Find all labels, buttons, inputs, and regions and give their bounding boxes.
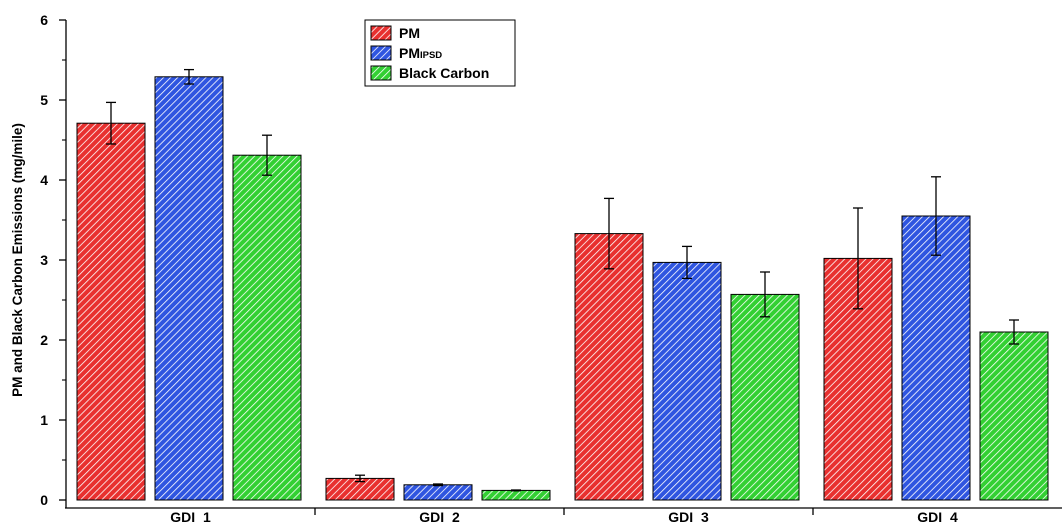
- error-bar-pmipsd-gdi_1: [184, 68, 194, 85]
- y-tick-label: 0: [40, 492, 48, 508]
- bar-pmipsd-gdi_2: [403, 484, 473, 501]
- bar-black-carbon-gdi_2: [481, 489, 551, 501]
- error-bar-black-carbon-gdi_4: [1009, 319, 1019, 345]
- legend-swatch-black-carbon: [370, 65, 392, 81]
- y-tick-label: 6: [40, 12, 48, 28]
- error-bar-pm-gdi_4: [853, 207, 863, 310]
- error-bar-black-carbon-gdi_3: [760, 271, 770, 318]
- bar-black-carbon-gdi_1: [232, 154, 302, 501]
- error-bar-pm-gdi_1: [106, 101, 116, 145]
- bar-pmipsd-gdi_3: [652, 261, 722, 501]
- legend-label-black-carbon: Black Carbon: [399, 65, 489, 81]
- legend-swatch-pm: [370, 25, 392, 41]
- bar-pm-gdi_1: [76, 122, 146, 501]
- y-tick-label: 4: [40, 172, 48, 188]
- error-bar-pm-gdi_3: [604, 197, 614, 270]
- bars-layer: [76, 76, 1049, 501]
- bar-black-carbon-gdi_3: [730, 293, 800, 501]
- x-tick-label-gdi_3: GDI_3: [668, 509, 709, 523]
- legend-swatch-pmipsd: [370, 45, 392, 61]
- error-bar-pmipsd-gdi_4: [931, 176, 941, 256]
- error-bar-pm-gdi_2: [355, 474, 365, 483]
- legend-label-pmipsd: PMIPSD: [399, 45, 442, 61]
- y-tick-label: 5: [40, 92, 48, 108]
- x-tick-label-gdi_4: GDI_4: [917, 509, 958, 523]
- error-bar-black-carbon-gdi_1: [262, 134, 272, 176]
- legend-label-pm: PM: [399, 25, 420, 41]
- bar-pmipsd-gdi_4: [901, 215, 971, 501]
- y-tick-label: 3: [40, 252, 48, 268]
- y-tick-label: 1: [40, 412, 48, 428]
- bar-pm-gdi_3: [574, 233, 644, 501]
- error-bar-black-carbon-gdi_2: [511, 489, 521, 492]
- y-tick-label: 2: [40, 332, 48, 348]
- legend: PM PMIPSD Black Carbon: [364, 19, 516, 87]
- x-tick-label-gdi_1: GDI_1: [170, 509, 211, 523]
- y-axis-title: PM and Black Carbon Emissions (mg/mile): [10, 123, 25, 397]
- error-bars-layer: [106, 68, 1019, 492]
- bar-black-carbon-gdi_4: [979, 331, 1049, 501]
- error-bar-pmipsd-gdi_3: [682, 245, 692, 280]
- error-bar-pmipsd-gdi_2: [433, 483, 443, 487]
- x-tick-label-gdi_2: GDI_2: [419, 509, 460, 523]
- axes-layer: 0 1 2 3 4 5 6 GDI_1 GDI_2 GDI_3 GDI_4 PM and Black …: [10, 12, 1062, 523]
- bar-pmipsd-gdi_1: [154, 76, 224, 501]
